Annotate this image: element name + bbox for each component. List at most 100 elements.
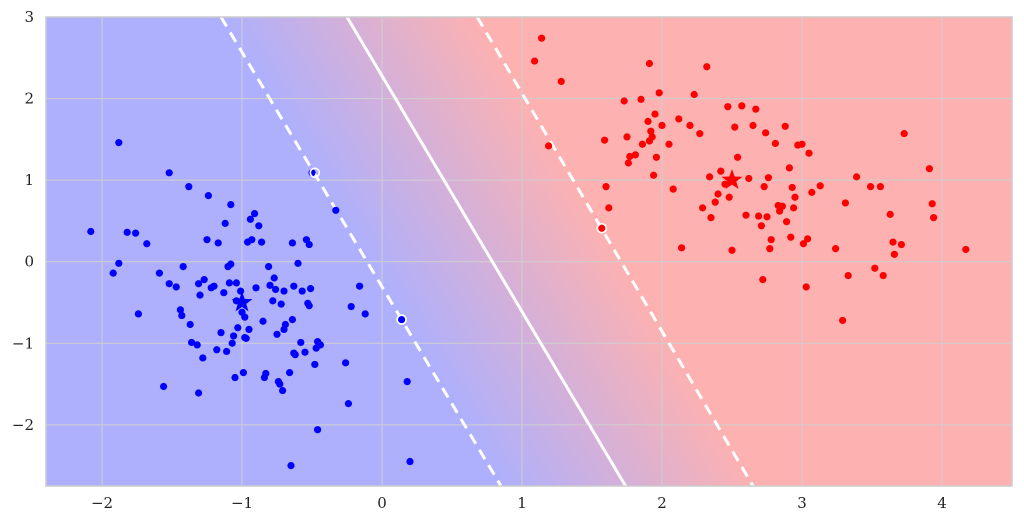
data-point-b (696, 130, 704, 138)
data-point-a (165, 169, 173, 177)
data-point-b (766, 245, 774, 253)
data-point-a (241, 313, 249, 321)
data-point-b (675, 115, 683, 123)
class-centers (231, 169, 743, 312)
data-point-a (223, 347, 231, 356)
x-tick-label: 4 (937, 494, 947, 512)
data-point-a (258, 238, 266, 246)
x-tick-label: 1 (517, 494, 527, 512)
data-point-b (651, 110, 659, 118)
data-point-b (839, 316, 847, 325)
data-point-b (790, 204, 798, 212)
data-point-a (225, 279, 233, 287)
x-tick-label: −2 (91, 494, 113, 512)
x-axis-ticks: −2 −1 0 1 2 3 4 (91, 494, 947, 512)
data-point-a (280, 287, 288, 295)
data-point-b (781, 122, 789, 130)
data-point-a (246, 215, 254, 223)
data-point-a (214, 239, 222, 247)
data-point-a (307, 285, 315, 293)
data-point-b (925, 165, 934, 173)
data-point-a (266, 281, 274, 289)
y-tick-label: 2 (24, 90, 34, 108)
data-point-b (557, 77, 565, 86)
data-point-a (262, 369, 270, 378)
data-point-a (87, 227, 95, 236)
data-point-b (900, 130, 908, 138)
data-point-b (734, 153, 742, 161)
data-point-b (648, 133, 656, 141)
data-point-b (749, 121, 757, 130)
data-point-b (531, 57, 539, 65)
data-point-b (785, 164, 794, 172)
data-point-a (228, 339, 236, 347)
data-point-b (760, 183, 768, 191)
data-point-b (703, 63, 711, 71)
data-point-a (204, 192, 212, 200)
data-point-a (188, 338, 196, 347)
data-point-b (626, 152, 634, 161)
data-point-a (172, 283, 180, 291)
data-point-b (644, 117, 652, 126)
data-point-a (314, 426, 322, 434)
plot-background (46, 17, 1012, 486)
data-point-b (778, 202, 787, 210)
data-point-a (291, 351, 299, 359)
data-point-a (316, 341, 324, 349)
data-point-b (638, 140, 647, 148)
data-point-b (678, 244, 686, 252)
data-point-b (637, 95, 645, 103)
data-point-a (231, 373, 239, 382)
data-point-b (598, 224, 606, 232)
plot-frame (45, 16, 1013, 487)
data-point-a (286, 369, 294, 377)
data-point-a (109, 269, 117, 277)
support-vector-marker (396, 314, 407, 325)
data-point-a (237, 287, 245, 295)
data-point-a (165, 280, 173, 288)
data-point-a (232, 279, 240, 287)
data-point-a (356, 282, 364, 290)
data-point-a (179, 262, 187, 271)
data-point-b (879, 271, 887, 280)
data-point-b (602, 183, 610, 191)
data-point-b (867, 183, 875, 191)
data-point-b (620, 97, 628, 105)
data-point-b (647, 127, 655, 135)
data-point-b (711, 198, 719, 206)
data-point-a (301, 348, 309, 356)
y-tick-label: −1 (12, 334, 34, 352)
y-tick-label: 3 (24, 8, 34, 26)
data-point-a (344, 400, 352, 408)
data-point-a (347, 302, 355, 311)
data-point-b (752, 105, 760, 113)
data-point-b (799, 240, 808, 248)
data-point-b (816, 182, 824, 190)
margin-line-lower (219, 17, 503, 486)
data-points (87, 34, 970, 470)
data-point-b (804, 235, 812, 243)
data-point-b (707, 214, 715, 222)
data-point-b (762, 129, 770, 137)
data-point-a (195, 389, 203, 397)
data-point-a (227, 260, 235, 268)
data-point-b (897, 240, 906, 249)
data-point-a (185, 183, 193, 191)
data-point-b (745, 174, 753, 183)
x-tick-label: −1 (231, 494, 253, 512)
data-point-a (298, 287, 306, 295)
data-point-b (808, 188, 816, 196)
data-point-a (210, 282, 218, 290)
data-point-a (251, 209, 259, 218)
data-point-a (143, 240, 151, 248)
data-point-a (259, 317, 267, 325)
data-point-b (658, 121, 666, 130)
data-point-b (690, 90, 698, 99)
data-point-a (332, 206, 340, 214)
data-point-a (277, 300, 285, 308)
data-point-b (889, 238, 897, 246)
data-point-b (787, 233, 795, 241)
data-point-b (771, 139, 780, 148)
data-point-b (645, 59, 654, 68)
decision-boundaries (219, 17, 755, 486)
